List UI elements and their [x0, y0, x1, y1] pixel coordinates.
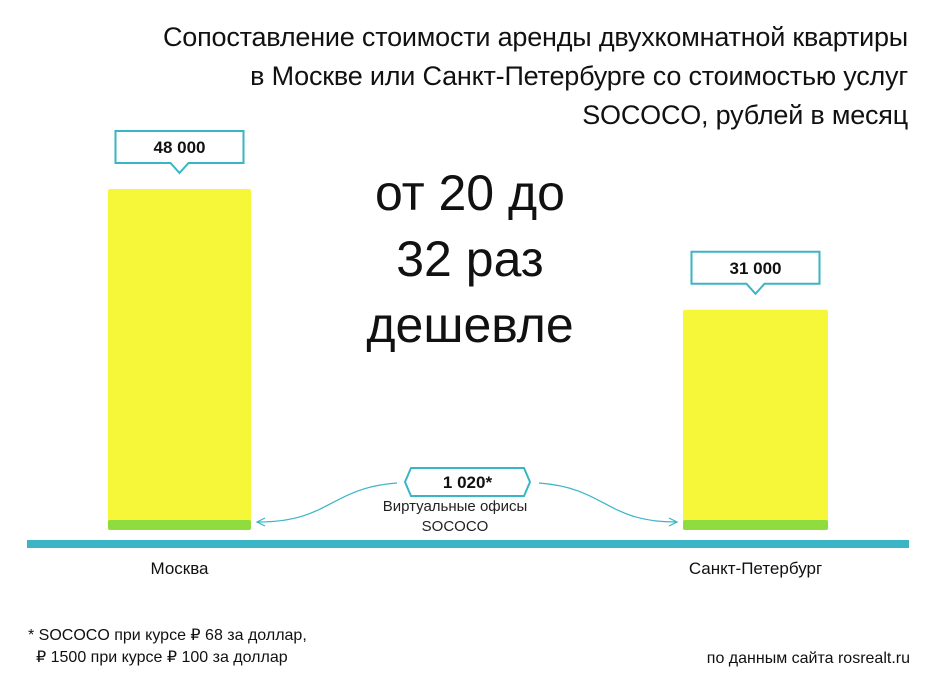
bar-1	[108, 189, 251, 530]
value-callout-1	[114, 130, 245, 175]
sococo-bar-2	[683, 520, 828, 530]
annotation-line-1: Виртуальные офисы	[382, 498, 528, 515]
headline: от 20 до 32 раз дешевле	[300, 160, 640, 358]
annotation-line-2: SOCOCO	[421, 518, 489, 535]
headline-line-1: от 20 до	[375, 165, 565, 221]
category-label-2: Санкт-Петербург	[689, 559, 822, 578]
chart-title: Сопоставление стоимости аренды двухкомна…	[28, 18, 908, 135]
footnote: * SOCOCO при курсе ₽ 68 за доллар, ₽ 150…	[28, 625, 307, 669]
arrow-left	[257, 482, 398, 523]
annotation-text: Виртуальные офисы SOCOCO	[355, 497, 555, 537]
baseline-axis	[27, 540, 909, 548]
value-callout-2	[690, 250, 821, 296]
value-label-2: 31 000	[730, 259, 782, 278]
footnote-line-1: * SOCOCO при курсе ₽ 68 за доллар,	[28, 627, 307, 644]
title-line-2: в Москве или Санкт-Петербурге со стоимос…	[250, 61, 908, 91]
annotation-label: 1 020*	[443, 473, 493, 492]
source-note: по данным сайта rosrealt.ru	[706, 650, 910, 667]
arrow-right	[538, 482, 677, 523]
arrowhead-right	[668, 517, 679, 527]
title-line-1: Сопоставление стоимости аренды двухкомна…	[162, 22, 908, 52]
title-line-3: SOCOCO, рублей в месяц	[582, 100, 908, 130]
arrowhead-left	[255, 517, 266, 527]
headline-line-2: 32 раз	[396, 231, 544, 287]
value-label-1: 48 000	[154, 138, 206, 157]
sococo-bar-1	[108, 520, 251, 530]
category-label-1: Москва	[150, 559, 209, 578]
headline-line-3: дешевле	[366, 297, 574, 353]
bar-2	[683, 309, 828, 530]
annotation-callout	[403, 467, 532, 497]
footnote-line-2: ₽ 1500 при курсе ₽ 100 за доллар	[36, 649, 288, 666]
